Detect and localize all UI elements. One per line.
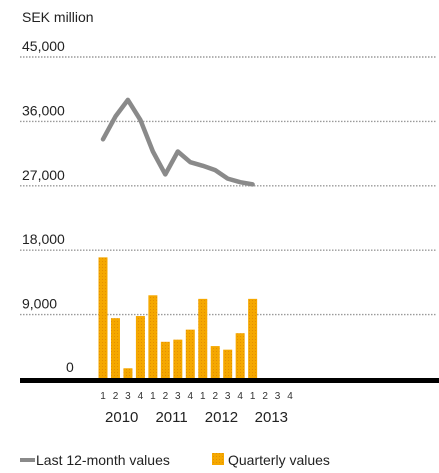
legend-line-swatch — [20, 458, 35, 462]
x-quarter-label: 1 — [150, 391, 156, 402]
x-quarter-label: 4 — [188, 391, 194, 402]
x-year-label: 2010 — [105, 409, 138, 426]
x-quarter-label: 2 — [163, 391, 169, 402]
bar-series — [98, 257, 258, 379]
legend-bar-swatch — [212, 453, 224, 465]
x-quarter-label: 2 — [262, 391, 268, 402]
bar — [98, 257, 108, 379]
bar — [148, 295, 158, 379]
x-year-label: 2013 — [255, 409, 288, 426]
x-quarter-label: 4 — [237, 391, 243, 402]
x-year-label: 2012 — [205, 409, 238, 426]
x-quarter-label: 4 — [138, 391, 144, 402]
y-tick-label: 9,000 — [22, 296, 57, 312]
legend-line-label: Last 12-month values — [36, 452, 170, 468]
bar — [123, 368, 133, 379]
x-quarter-label: 2 — [212, 391, 218, 402]
x-year-label: 2011 — [155, 409, 187, 426]
bar — [185, 329, 195, 379]
legend: Last 12-month values Quarterly values — [20, 452, 330, 468]
x-quarter-label: 2 — [113, 391, 119, 402]
x-quarter-label: 1 — [250, 391, 256, 402]
bar — [223, 349, 233, 379]
bar — [110, 318, 120, 379]
legend-bar-label: Quarterly values — [228, 452, 330, 468]
y-tick-label: 45,000 — [22, 38, 65, 54]
x-quarter-label: 1 — [100, 391, 106, 402]
y-tick-labels: 45,000 36,000 27,000 18,000 9,000 0 — [22, 38, 74, 375]
y-tick-label: 18,000 — [22, 231, 65, 247]
bar — [198, 298, 208, 379]
gridlines — [20, 56, 437, 316]
x-quarter-label: 3 — [275, 391, 281, 402]
bar — [173, 339, 183, 379]
bar — [160, 341, 170, 379]
x-quarter-label: 1 — [200, 391, 206, 402]
bar — [135, 316, 145, 379]
y-tick-label: 27,000 — [22, 167, 65, 183]
y-tick-label: 0 — [66, 359, 74, 375]
bar — [248, 298, 258, 379]
x-axis-baseline — [20, 378, 439, 383]
bar — [210, 346, 220, 379]
x-quarter-label: 3 — [175, 391, 181, 402]
y-tick-label: 36,000 — [22, 102, 65, 118]
x-quarter-label: 3 — [225, 391, 231, 402]
bar — [235, 333, 245, 379]
x-quarter-label: 4 — [287, 391, 293, 402]
line-series — [100, 97, 255, 187]
y-unit-label: SEK million — [22, 9, 94, 25]
x-quarter-label: 3 — [125, 391, 131, 402]
series-line — [100, 97, 255, 187]
